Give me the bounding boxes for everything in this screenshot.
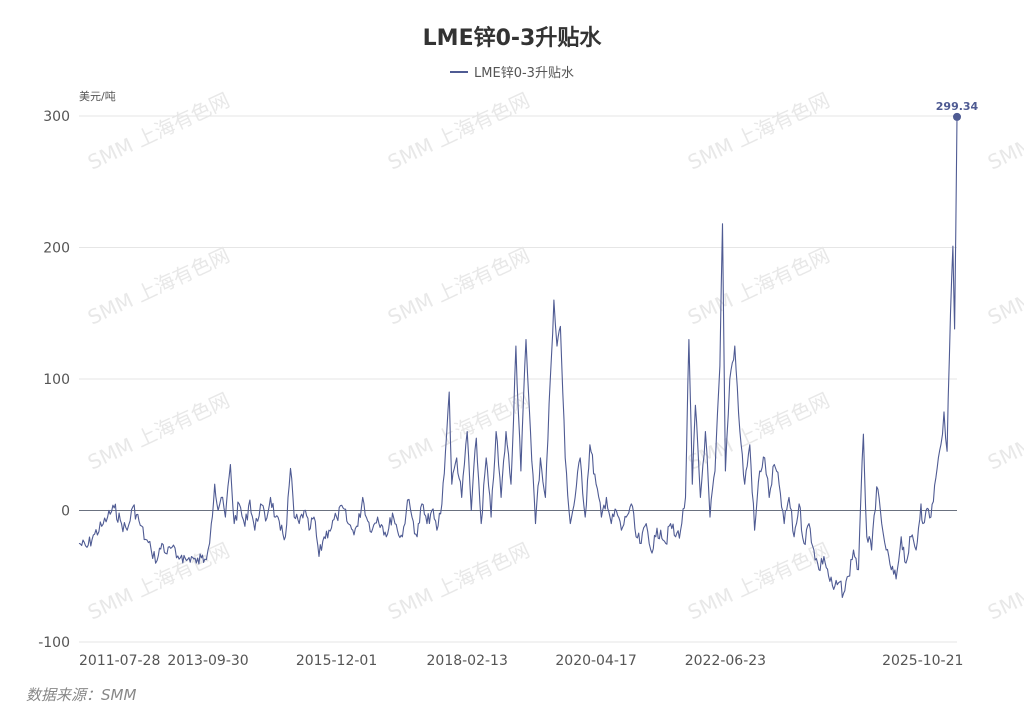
watermark-text: SMM 上海有色网 <box>384 88 533 175</box>
watermark-text: SMM 上海有色网 <box>384 388 533 475</box>
y-tick-label: 0 <box>61 504 70 520</box>
end-point-marker <box>953 112 961 121</box>
x-tick-label: 2022-06-23 <box>685 653 766 669</box>
watermark-text: SMM 上海有色网 <box>984 388 1024 475</box>
watermark-text: SMM 上海有色网 <box>984 88 1024 175</box>
y-tick-label: -100 <box>38 635 70 651</box>
chart-title: LME锌0-3升贴水 <box>422 26 602 51</box>
watermark-text: SMM 上海有色网 <box>984 243 1024 330</box>
watermark-text: SMM 上海有色网 <box>84 88 233 175</box>
legend-swatch <box>450 70 469 73</box>
watermark-text: SMM 上海有色网 <box>984 538 1024 625</box>
y-tick-label: 200 <box>43 241 70 257</box>
watermark-text: SMM 上海有色网 <box>384 538 533 625</box>
watermark-text: SMM 上海有色网 <box>84 388 233 475</box>
x-tick-label: 2020-04-17 <box>555 653 636 669</box>
chart-legend[interactable]: LME锌0-3升贴水 <box>0 62 1024 81</box>
data-source: 数据来源：SMM <box>26 686 137 704</box>
x-axis-ticks: 2011-07-28 2013-09-30 2015-12-01 2018-02-13… <box>79 653 963 669</box>
series-group: 299.34 <box>78 100 979 598</box>
x-tick-label: 2013-09-30 <box>167 653 248 669</box>
x-tick-label: 2015-12-01 <box>296 653 377 669</box>
x-tick-label: 2025-10-21 <box>882 653 963 669</box>
watermark-text: SMM 上海有色网 <box>684 243 833 330</box>
x-tick-label: 2018-02-13 <box>427 653 508 669</box>
y-axis-ticks: 300 200 100 0 -100 <box>38 109 70 651</box>
x-tick-label: 2011-07-28 <box>79 653 160 669</box>
watermarks: SMM 上海有色网 SMM 上海有色网 SMM 上海有色网 SMM 上海有色网 SMM … <box>84 88 1024 625</box>
watermark-text: SMM 上海有色网 <box>684 388 833 475</box>
y-tick-label: 100 <box>43 372 70 388</box>
watermark-text: SMM 上海有色网 <box>84 243 233 330</box>
series-line <box>78 116 958 598</box>
watermark-text: SMM 上海有色网 <box>684 88 833 175</box>
watermark-text: SMM 上海有色网 <box>384 243 533 330</box>
y-axis-unit: 美元/吨 <box>79 90 116 103</box>
watermark-text: SMM 上海有色网 <box>684 538 833 625</box>
y-tick-label: 300 <box>43 109 70 125</box>
legend-label: LME锌0-3升贴水 <box>474 66 574 81</box>
grid-lines <box>79 115 957 643</box>
end-point-label: 299.34 <box>936 100 979 113</box>
